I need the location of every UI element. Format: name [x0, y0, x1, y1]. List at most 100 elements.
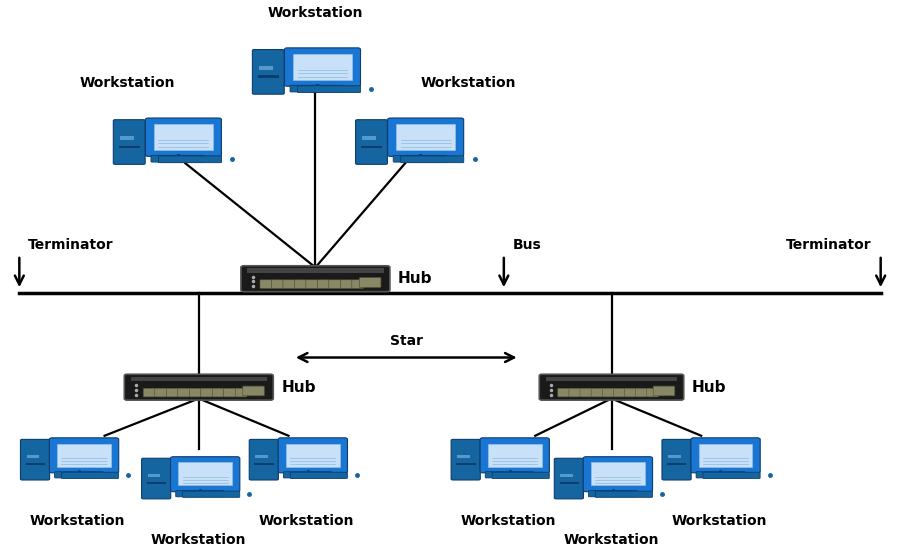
FancyBboxPatch shape	[635, 388, 647, 397]
FancyBboxPatch shape	[212, 388, 224, 397]
Text: Workstation: Workstation	[30, 514, 125, 528]
FancyBboxPatch shape	[298, 86, 361, 92]
FancyBboxPatch shape	[480, 438, 549, 473]
FancyBboxPatch shape	[539, 374, 684, 400]
FancyBboxPatch shape	[178, 388, 189, 397]
Bar	[26, 455, 40, 458]
FancyBboxPatch shape	[696, 472, 745, 478]
FancyBboxPatch shape	[189, 388, 201, 397]
Text: Workstation: Workstation	[461, 514, 556, 528]
Bar	[591, 463, 644, 486]
FancyBboxPatch shape	[183, 491, 239, 497]
FancyBboxPatch shape	[146, 118, 221, 156]
FancyBboxPatch shape	[272, 280, 284, 288]
FancyBboxPatch shape	[284, 48, 361, 86]
FancyBboxPatch shape	[260, 280, 272, 288]
FancyBboxPatch shape	[113, 120, 145, 164]
Bar	[456, 463, 475, 465]
FancyBboxPatch shape	[141, 458, 171, 499]
Bar	[396, 124, 455, 150]
FancyBboxPatch shape	[155, 388, 166, 397]
FancyBboxPatch shape	[61, 472, 119, 478]
Text: Workstation: Workstation	[79, 76, 175, 90]
FancyBboxPatch shape	[558, 388, 570, 397]
Bar	[667, 463, 687, 465]
Bar	[457, 455, 470, 458]
FancyBboxPatch shape	[306, 280, 318, 288]
Text: Bus: Bus	[513, 238, 542, 252]
Text: Workstation: Workstation	[151, 533, 247, 547]
FancyBboxPatch shape	[359, 278, 381, 287]
FancyBboxPatch shape	[583, 456, 652, 492]
FancyBboxPatch shape	[143, 388, 155, 397]
Bar	[154, 124, 213, 150]
FancyBboxPatch shape	[318, 280, 329, 288]
Text: Workstation: Workstation	[671, 514, 767, 528]
FancyBboxPatch shape	[340, 280, 352, 288]
FancyBboxPatch shape	[352, 280, 364, 288]
FancyBboxPatch shape	[284, 472, 332, 478]
FancyBboxPatch shape	[400, 156, 464, 163]
Bar	[292, 54, 352, 80]
FancyBboxPatch shape	[290, 472, 347, 478]
FancyBboxPatch shape	[589, 491, 637, 497]
Bar	[256, 455, 268, 458]
FancyBboxPatch shape	[653, 386, 675, 396]
Bar	[561, 474, 573, 477]
FancyBboxPatch shape	[224, 388, 236, 397]
FancyBboxPatch shape	[356, 120, 387, 164]
FancyBboxPatch shape	[569, 388, 580, 397]
Text: Star: Star	[390, 334, 423, 348]
FancyBboxPatch shape	[176, 491, 224, 497]
FancyBboxPatch shape	[151, 155, 204, 162]
Text: Hub: Hub	[398, 271, 433, 286]
Bar	[488, 443, 542, 466]
FancyBboxPatch shape	[283, 280, 294, 288]
Bar	[258, 75, 279, 78]
FancyBboxPatch shape	[647, 388, 659, 397]
FancyBboxPatch shape	[614, 388, 625, 397]
FancyBboxPatch shape	[691, 438, 760, 473]
FancyBboxPatch shape	[50, 438, 119, 473]
Text: Workstation: Workstation	[563, 533, 659, 547]
FancyBboxPatch shape	[124, 374, 274, 400]
FancyBboxPatch shape	[328, 280, 340, 288]
FancyBboxPatch shape	[249, 439, 278, 480]
Text: Terminator: Terminator	[28, 238, 114, 252]
FancyBboxPatch shape	[662, 439, 691, 480]
Bar	[178, 463, 232, 486]
FancyBboxPatch shape	[278, 438, 347, 473]
FancyBboxPatch shape	[158, 156, 221, 163]
Bar	[26, 463, 45, 465]
Text: Terminator: Terminator	[786, 238, 872, 252]
Bar	[248, 268, 383, 273]
FancyBboxPatch shape	[595, 491, 652, 497]
Text: Hub: Hub	[692, 379, 726, 395]
Bar	[148, 474, 160, 477]
Bar	[668, 455, 680, 458]
FancyBboxPatch shape	[591, 388, 603, 397]
Bar	[255, 463, 274, 465]
FancyBboxPatch shape	[393, 155, 446, 162]
Bar	[361, 146, 382, 148]
Bar	[130, 377, 267, 381]
Bar	[259, 67, 273, 70]
FancyBboxPatch shape	[554, 458, 583, 499]
Bar	[362, 136, 376, 140]
FancyBboxPatch shape	[243, 386, 265, 396]
FancyBboxPatch shape	[625, 388, 636, 397]
Text: Hub: Hub	[282, 379, 316, 395]
FancyBboxPatch shape	[485, 472, 534, 478]
Text: Workstation: Workstation	[420, 76, 516, 90]
FancyBboxPatch shape	[201, 388, 212, 397]
Bar	[545, 377, 678, 381]
Bar	[58, 443, 111, 466]
FancyBboxPatch shape	[21, 439, 50, 480]
FancyBboxPatch shape	[580, 388, 591, 397]
FancyBboxPatch shape	[252, 50, 284, 94]
FancyBboxPatch shape	[235, 388, 247, 397]
FancyBboxPatch shape	[290, 85, 344, 92]
FancyBboxPatch shape	[241, 266, 390, 292]
Text: Workstation: Workstation	[267, 6, 364, 20]
FancyBboxPatch shape	[294, 280, 306, 288]
